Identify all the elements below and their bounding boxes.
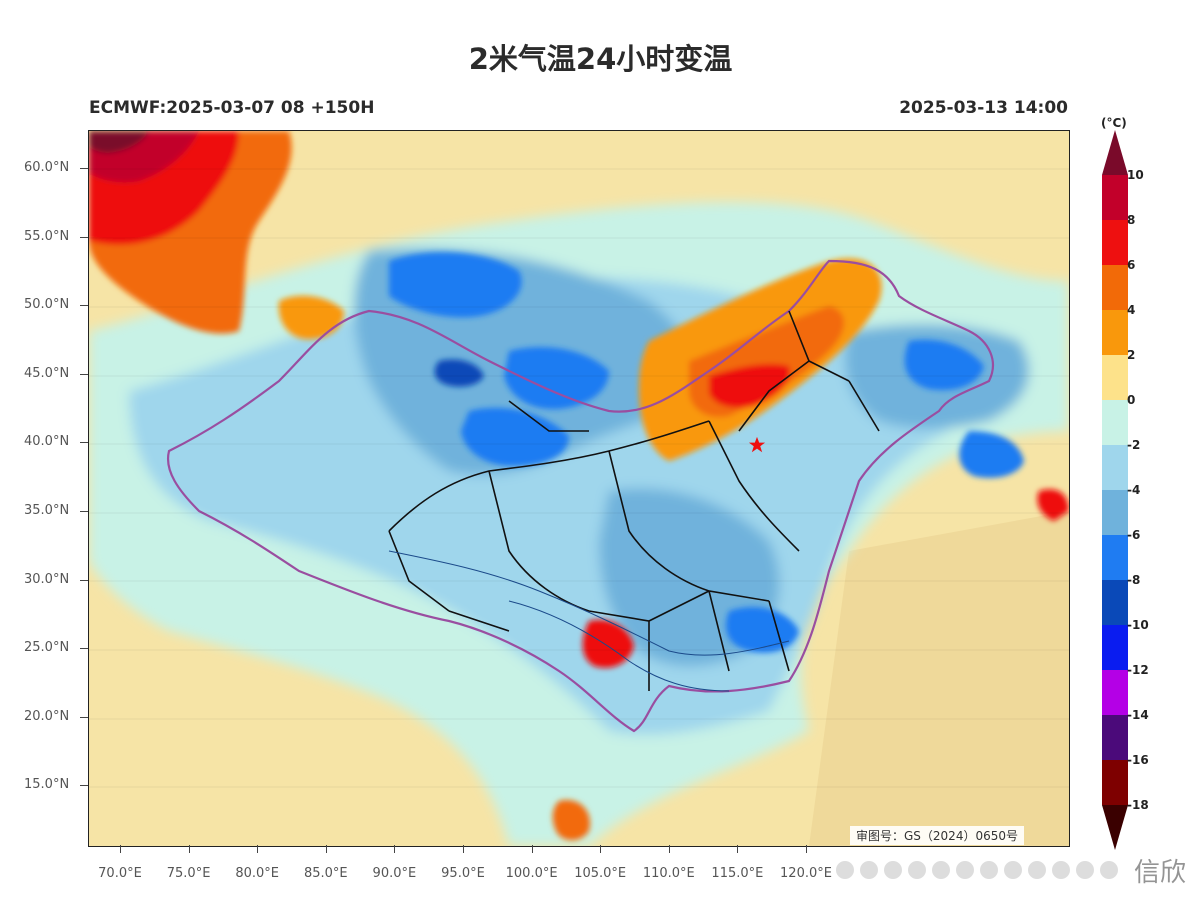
longitude-label: 85.0°E	[303, 866, 348, 881]
legend-color-band	[1102, 265, 1128, 311]
longitude-label: 75.0°E	[166, 866, 211, 881]
legend-color-band	[1102, 580, 1128, 626]
latitude-tick	[80, 648, 88, 650]
legend-color-band	[1102, 670, 1128, 716]
legend-tick-label: -6	[1127, 528, 1141, 542]
watermark-text: 信欣	[1134, 858, 1187, 888]
legend-tick-label: -8	[1127, 573, 1141, 587]
latitude-tick	[80, 442, 88, 444]
latitude-tick	[80, 579, 88, 581]
map-approval-number: 审图号：GS（2024）0650号	[850, 826, 1024, 845]
latitude-label: 30.0°N	[24, 571, 70, 587]
longitude-tick	[325, 845, 327, 853]
legend-color-band	[1102, 175, 1128, 221]
legend-tick-label: 4	[1127, 303, 1136, 317]
longitude-label: 95.0°E	[441, 866, 485, 881]
legend-color-band	[1102, 355, 1128, 401]
legend-color-band	[1102, 715, 1128, 761]
legend-color-band	[1102, 490, 1128, 536]
longitude-tick	[600, 845, 602, 853]
latitude-tick	[80, 236, 88, 238]
legend-color-band	[1102, 400, 1128, 446]
latitude-label: 15.0°N	[24, 777, 70, 793]
legend-color-band	[1102, 445, 1128, 491]
longitude-label: 90.0°E	[372, 866, 417, 881]
longitude-tick	[668, 845, 670, 853]
longitude-label: 105.0°E	[574, 866, 627, 881]
longitude-tick	[531, 845, 533, 853]
longitude-tick	[257, 845, 259, 853]
valid-time-label: 2025-03-13 14:00	[899, 98, 1068, 118]
longitude-tick	[188, 845, 190, 853]
latitude-tick	[80, 168, 88, 169]
model-run-label: ECMWF:2025-03-07 08 +150H	[89, 98, 375, 118]
legend-colorbar	[1102, 130, 1128, 850]
latitude-label: 45.0°N	[24, 365, 70, 381]
watermark-decoration	[836, 861, 1118, 879]
legend-tick-label: -2	[1127, 438, 1141, 452]
legend-color-band	[1102, 310, 1128, 356]
temperature-change-map[interactable]	[88, 130, 1070, 847]
legend-tick-label: 0	[1127, 393, 1136, 407]
longitude-label: 100.0°E	[505, 866, 558, 881]
longitude-tick	[806, 845, 807, 853]
latitude-label: 20.0°N	[24, 708, 70, 724]
latitude-label: 50.0°N	[24, 297, 70, 313]
longitude-label: 80.0°E	[235, 866, 280, 881]
longitude-tick	[120, 845, 121, 853]
legend-bottom-arrow	[1102, 805, 1128, 850]
legend-tick-label: -18	[1127, 798, 1149, 812]
legend-tick-label: -4	[1127, 483, 1141, 497]
longitude-tick	[463, 845, 464, 853]
legend-tick-label: -14	[1127, 708, 1149, 722]
legend-tick-label: -12	[1127, 663, 1149, 677]
latitude-tick	[80, 511, 88, 512]
chart-title: 2米气温24小时变温	[468, 42, 733, 76]
legend-unit: (°C)	[1101, 116, 1127, 130]
legend-color-band	[1102, 535, 1128, 581]
legend-top-arrow	[1102, 130, 1128, 175]
latitude-tick	[80, 305, 88, 307]
longitude-tick	[394, 845, 396, 853]
longitude-label: 70.0°E	[98, 866, 142, 881]
latitude-label: 60.0°N	[24, 160, 70, 175]
latitude-label: 55.0°N	[24, 228, 70, 244]
legend-color-band	[1102, 625, 1128, 671]
latitude-tick	[80, 785, 88, 787]
legend-tick-label: 6	[1127, 258, 1136, 272]
longitude-label: 120.0°E	[780, 866, 832, 881]
longitude-label: 115.0°E	[711, 866, 764, 881]
legend-tick-label: 8	[1127, 213, 1136, 227]
latitude-tick	[80, 373, 88, 375]
longitude-label: 110.0°E	[642, 866, 695, 881]
legend-tick-label: 2	[1127, 348, 1136, 362]
latitude-label: 35.0°N	[24, 503, 70, 518]
latitude-label: 25.0°N	[24, 640, 70, 656]
latitude-tick	[80, 716, 88, 718]
legend-color-band	[1102, 760, 1128, 806]
latitude-label: 40.0°N	[24, 434, 70, 450]
legend-tick-label: -16	[1127, 753, 1149, 767]
legend-color-band	[1102, 220, 1128, 266]
legend-tick-label: -10	[1127, 618, 1149, 632]
legend-tick-label: 10	[1127, 168, 1144, 182]
capital-star-icon	[748, 436, 766, 453]
longitude-tick	[737, 845, 739, 853]
